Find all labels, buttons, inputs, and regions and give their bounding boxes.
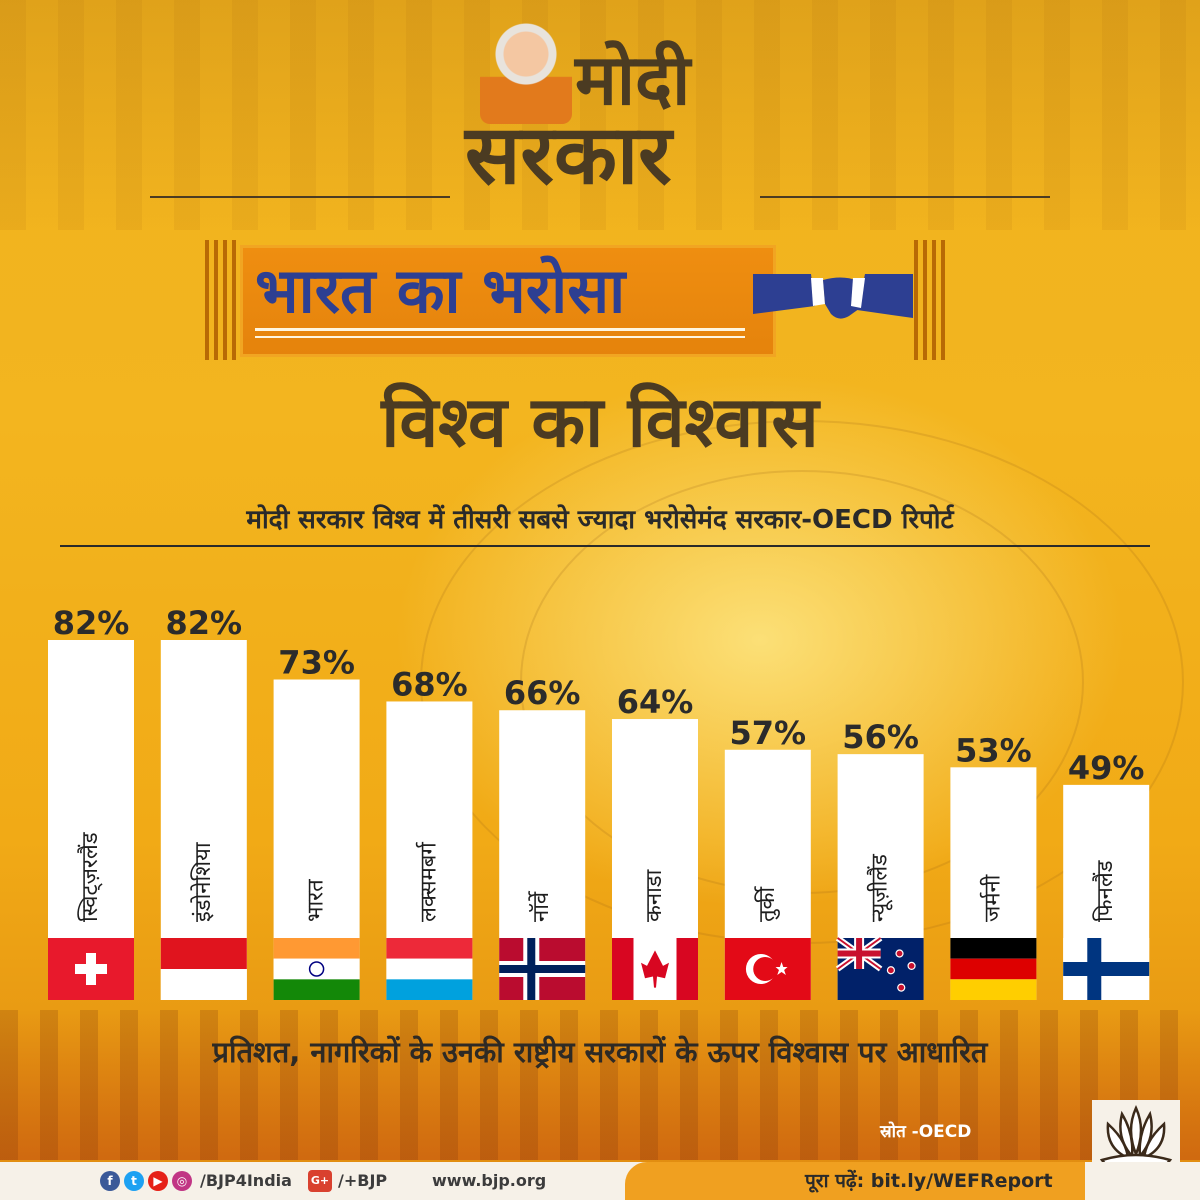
value-label: 57% <box>730 714 807 752</box>
source-label: स्रोत -OECD <box>880 1122 972 1142</box>
flag-finland <box>1063 938 1150 1000</box>
crowd-silhouette-background <box>0 1010 1200 1160</box>
flag-new-zealand <box>835 935 924 1000</box>
flag-turkey <box>724 938 811 1000</box>
category-label: इंडोनेशिया <box>190 842 216 922</box>
trust-bar-chart: 82% स्विट्ज़रलैंड 82% इंडोनेशिया 73% भारत 68% ल… <box>48 604 1150 1000</box>
category-label: स्विट्ज़रलैंड <box>77 832 103 922</box>
headline-rule <box>60 545 1150 547</box>
youtube-icon[interactable]: ▶ <box>148 1171 168 1191</box>
title-banner: भारत का भरोसा <box>205 240 945 368</box>
footer-read-more-panel <box>625 1162 1085 1200</box>
website-link[interactable]: www.bjp.org <box>432 1171 547 1190</box>
gplus-handle[interactable]: /+BJP <box>338 1171 388 1190</box>
crowd-background <box>0 0 1200 230</box>
value-label: 56% <box>842 718 919 756</box>
category-label: न्यूज़ीलैंड <box>867 854 894 922</box>
handshake-icon <box>753 274 913 319</box>
category-label: भारत <box>304 879 329 922</box>
twitter-icon[interactable]: t <box>124 1171 144 1191</box>
read-more-link[interactable]: पूरा पढ़ें: bit.ly/WEFReport <box>805 1170 1053 1192</box>
flag-norway <box>499 938 586 1000</box>
banner-underline-2 <box>255 336 745 338</box>
value-label: 82% <box>53 604 130 642</box>
instagram-icon[interactable]: ◎ <box>172 1171 192 1191</box>
value-label: 68% <box>391 665 468 703</box>
category-label: तुर्की <box>754 886 780 922</box>
category-label: लक्समबर्ग <box>415 841 441 922</box>
google-plus-icon[interactable]: G+ <box>308 1170 332 1192</box>
category-label: फिनलैंड <box>1092 860 1118 922</box>
brand-line-1: मोदी <box>575 39 691 121</box>
facebook-icon[interactable]: f <box>100 1171 120 1191</box>
flag-luxembourg <box>386 938 473 1000</box>
banner-title: भारत का भरोसा <box>255 254 626 327</box>
header-rule-left <box>150 196 450 198</box>
subtitle: विश्व का विश्वास <box>381 381 819 463</box>
value-label: 66% <box>504 674 581 712</box>
value-label: 73% <box>278 644 355 682</box>
header-rule-right <box>760 196 1050 198</box>
social-handle[interactable]: /BJP4India <box>200 1171 292 1190</box>
flag-canada <box>612 938 698 1000</box>
value-label: 82% <box>166 604 243 642</box>
banner-underline <box>255 328 745 331</box>
brand-line-2: सरकार <box>465 108 672 203</box>
category-label: नॉर्वे <box>528 890 554 922</box>
value-label: 53% <box>955 731 1032 769</box>
category-label: कनाडा <box>642 869 667 922</box>
flag-switzerland <box>48 938 134 1000</box>
chart-footnote: प्रतिशत, नागरिकों के उनकी राष्ट्रीय सरका… <box>212 1035 988 1069</box>
flag-indonesia <box>160 938 247 1000</box>
flag-germany <box>950 938 1037 1000</box>
value-label: 64% <box>617 683 694 721</box>
leader-portrait <box>480 18 572 124</box>
category-label: जर्मनी <box>979 874 1005 922</box>
value-label: 49% <box>1068 749 1145 787</box>
flag-india <box>273 938 360 1000</box>
headline: मोदी सरकार विश्व में तीसरी सबसे ज्यादा भ… <box>246 505 954 535</box>
